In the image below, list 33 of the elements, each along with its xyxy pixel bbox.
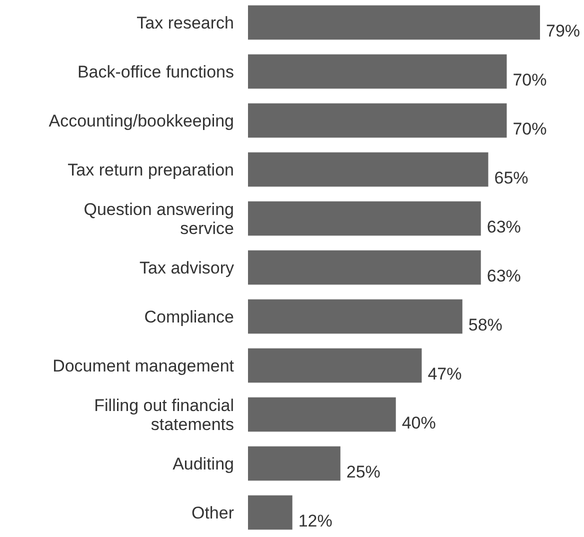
data-label: 40% — [402, 413, 436, 432]
bar — [248, 397, 396, 432]
y-tick-label: Filling out financial statements — [94, 396, 234, 434]
y-tick-label: Back-office functions — [77, 62, 234, 82]
bar — [248, 5, 540, 40]
bar — [248, 152, 488, 187]
y-tick-label: Tax research — [136, 13, 234, 32]
y-tick-label: Document management — [52, 356, 234, 376]
bar — [248, 299, 462, 334]
bar — [248, 495, 292, 530]
y-tick-label: Tax advisory — [140, 258, 234, 278]
data-label: 70% — [512, 70, 547, 90]
y-tick-label: Accounting/bookkeeping — [48, 111, 234, 130]
data-label: 79% — [546, 21, 580, 40]
bar — [248, 201, 481, 236]
data-label: 47% — [428, 364, 462, 384]
bar — [248, 348, 422, 383]
data-label: 58% — [468, 315, 502, 334]
bar — [248, 446, 340, 481]
y-tick-label: Other — [191, 503, 234, 522]
data-label: 70% — [512, 119, 547, 138]
data-label: 25% — [346, 462, 380, 482]
data-label: 12% — [298, 511, 332, 530]
y-tick-label: Compliance — [144, 307, 234, 326]
y-tick-label: Tax return preparation — [68, 160, 234, 180]
data-label: 65% — [494, 168, 528, 188]
y-tick-label: Question answering service — [84, 200, 234, 238]
data-label: 63% — [486, 217, 521, 236]
bar — [248, 250, 481, 285]
data-label: 63% — [486, 266, 521, 286]
bar — [248, 103, 507, 138]
bar — [248, 54, 507, 89]
y-tick-label: Auditing — [172, 454, 234, 474]
